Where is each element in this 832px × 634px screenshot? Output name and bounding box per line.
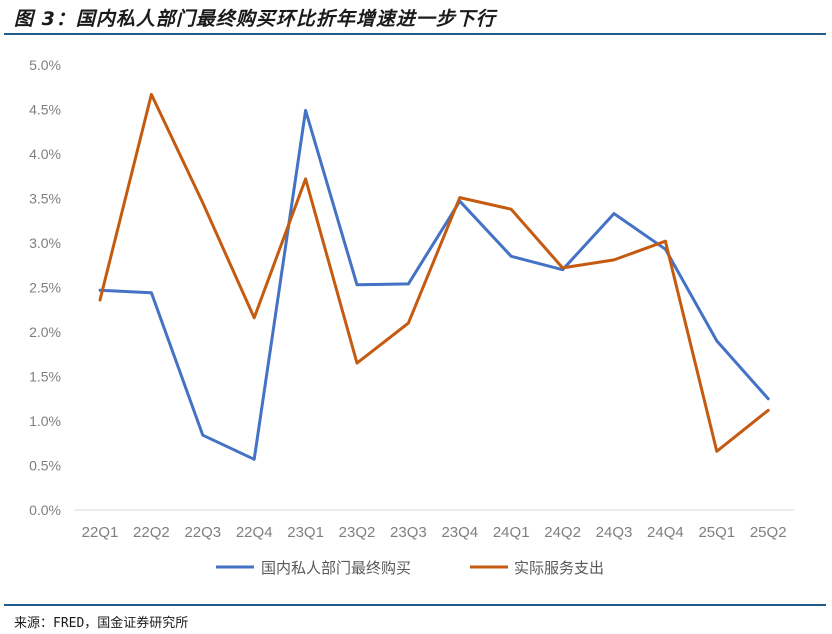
x-tick-label: 22Q3 [184, 524, 221, 541]
y-tick-label: 3.0% [29, 235, 61, 251]
x-tick-label: 22Q2 [133, 524, 170, 541]
legend: 国内私人部门最终购买 实际服务支出 [216, 559, 604, 577]
y-tick-label: 0.0% [29, 502, 61, 518]
source-note: 来源：FRED，国金证券研究所 [14, 616, 189, 631]
legend-label: 实际服务支出 [514, 559, 604, 577]
x-tick-label: 22Q4 [236, 524, 273, 541]
y-tick-label: 5.0% [29, 57, 61, 73]
x-tick-label: 23Q4 [441, 524, 478, 541]
x-tick-label: 24Q2 [544, 524, 581, 541]
series-line-1 [98, 108, 770, 461]
y-tick-label: 0.5% [29, 458, 61, 474]
x-tick-label: 25Q2 [750, 524, 787, 541]
footer-divider [4, 604, 826, 606]
series-line-2 [98, 92, 770, 453]
title-divider [4, 33, 826, 35]
x-tick-label: 24Q3 [596, 524, 633, 541]
y-tick-label: 2.0% [29, 324, 61, 340]
x-tick-label: 24Q4 [647, 524, 684, 541]
y-tick-label: 4.5% [29, 102, 61, 118]
x-tick-label: 23Q1 [287, 524, 324, 541]
y-tick-label: 1.5% [29, 369, 61, 385]
x-tick-label: 23Q3 [390, 524, 427, 541]
legend-label: 国内私人部门最终购买 [261, 559, 411, 577]
plot-area [98, 92, 770, 461]
y-tick-label: 3.5% [29, 191, 61, 207]
chart-title: 图 3：国内私人部门最终购买环比折年增速进一步下行 [14, 8, 496, 30]
y-axis: 0.0% 0.5% 1.0% 1.5% 2.0% 2.5% 3.0% 3.5% 4.0% 4.5%… [29, 57, 61, 518]
y-tick-label: 2.5% [29, 280, 61, 296]
x-tick-label: 22Q1 [82, 524, 119, 541]
x-axis: 22Q1 22Q2 22Q3 22Q4 23Q1 23Q2 23Q3 23Q4 24Q1 24Q2… [82, 524, 787, 541]
x-tick-label: 24Q1 [493, 524, 530, 541]
x-tick-label: 25Q1 [698, 524, 735, 541]
y-tick-label: 4.0% [29, 146, 61, 162]
x-tick-label: 23Q2 [339, 524, 376, 541]
y-tick-label: 1.0% [29, 413, 61, 429]
